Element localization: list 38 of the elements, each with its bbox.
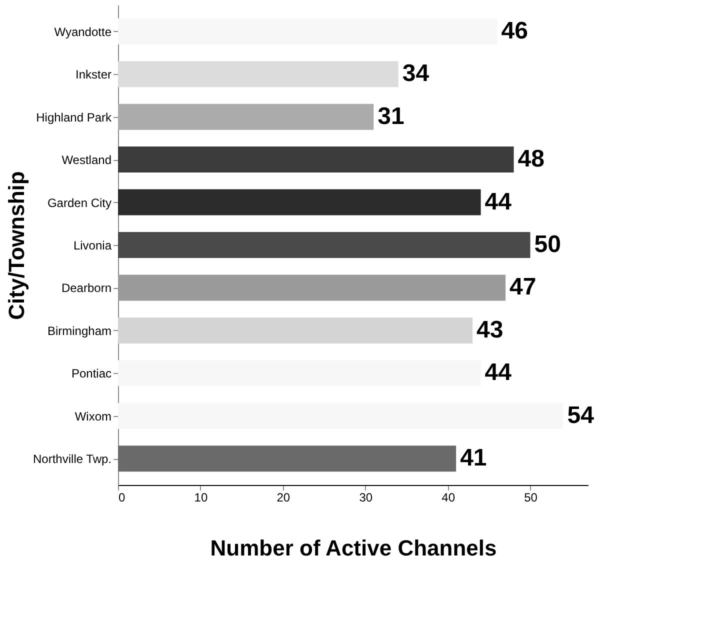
data-label: 41 — [460, 444, 487, 472]
x-axis-title: Number of Active Channels — [210, 536, 497, 560]
y-tick-label: Livonia — [73, 238, 112, 252]
bar — [118, 446, 456, 472]
x-tick-label: 10 — [194, 490, 208, 504]
data-label: 34 — [402, 60, 430, 88]
y-tick-label: Birmingham — [47, 324, 112, 338]
data-label: 47 — [510, 274, 536, 301]
x-tick-label: 50 — [524, 490, 538, 504]
bar — [118, 189, 481, 216]
y-tick-label: Wixom — [74, 409, 112, 424]
x-tick-label: 0 — [118, 490, 126, 504]
bar — [118, 61, 398, 88]
x-tick-label: 20 — [276, 490, 290, 504]
y-tick-label: Garden City — [47, 196, 112, 210]
data-label: 46 — [501, 17, 528, 44]
y-tick-label: Northville Twp. — [33, 452, 112, 466]
y-tick-label: Pontiac — [71, 366, 112, 381]
x-tick-label: 30 — [359, 490, 373, 504]
y-axis-title: City/Township — [4, 171, 29, 320]
bar — [118, 104, 374, 130]
y-tick-label: Highland Park — [36, 110, 112, 124]
bar — [118, 232, 530, 258]
y-tick-label: Wyandotte — [54, 24, 112, 39]
bar — [118, 274, 506, 301]
bar — [118, 146, 514, 173]
y-tick-label: Inkster — [75, 68, 112, 82]
y-tick-label: Dearborn — [61, 281, 112, 296]
y-tick-label: Westland — [62, 153, 112, 168]
bar — [118, 317, 473, 344]
data-label: 44 — [484, 359, 512, 386]
data-label: 43 — [476, 316, 504, 344]
data-label: 48 — [518, 146, 544, 173]
data-label: 31 — [378, 102, 404, 130]
x-tick-label: 40 — [442, 490, 456, 504]
data-label: 50 — [534, 231, 561, 258]
data-label: 54 — [567, 402, 595, 429]
data-label: 44 — [484, 188, 512, 216]
